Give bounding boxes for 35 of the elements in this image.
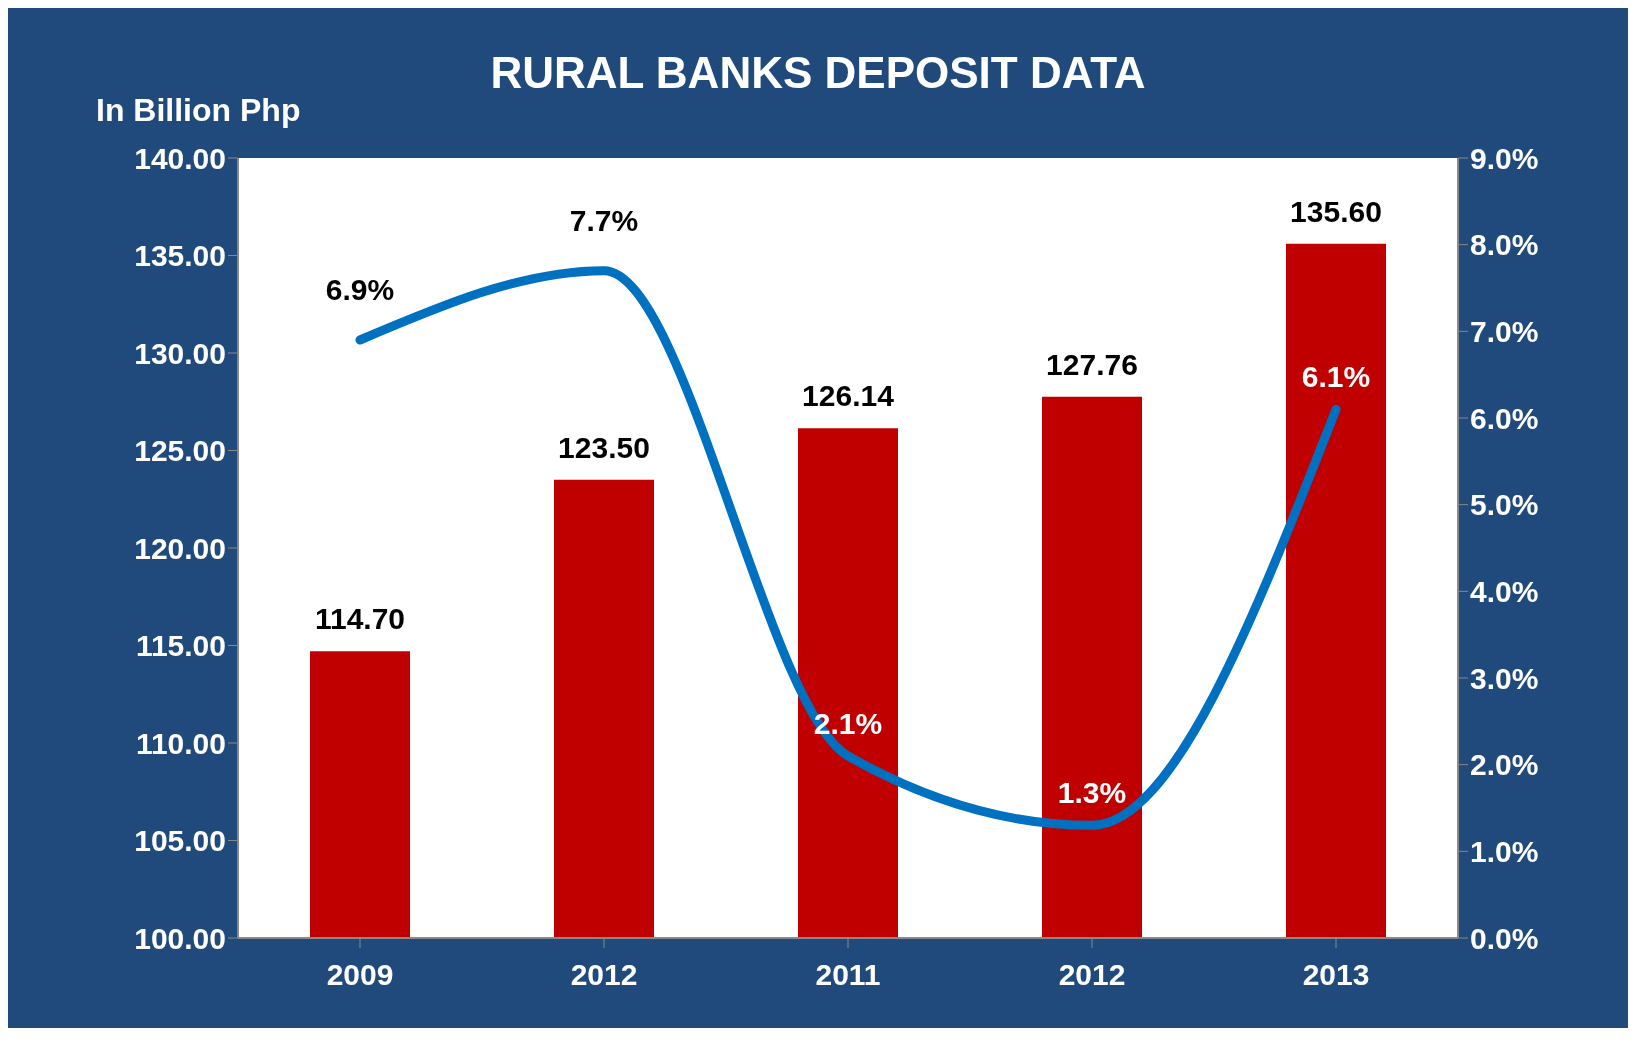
data-label: 126.14 <box>802 379 895 413</box>
y2-tick-label: 3.0% <box>1470 661 1539 695</box>
y2-tick-label: 2.0% <box>1470 748 1539 782</box>
y-tick-label: 100.00 <box>134 921 226 955</box>
y2-tick-label: 4.0% <box>1470 574 1539 608</box>
y-axis-title: In Billion Php <box>96 92 301 129</box>
data-label: 7.7% <box>569 203 639 237</box>
data-label: 127.76 <box>1046 347 1138 381</box>
x-tick-label: 2009 <box>326 958 394 992</box>
y2-tick-label: 8.0% <box>1470 228 1539 262</box>
chart-title: RURAL BANKS DEPOSIT DATA <box>490 48 1146 97</box>
x-tick-label: 2012 <box>570 958 638 992</box>
y-tick-label: 120.00 <box>134 531 226 565</box>
y2-tick-label: 9.0% <box>1470 141 1539 175</box>
y-tick-label: 140.00 <box>134 141 226 175</box>
data-label: 123.50 <box>558 430 650 464</box>
data-label: 135.60 <box>1290 194 1382 228</box>
y2-tick-label: 1.0% <box>1470 834 1539 868</box>
y-tick-label: 105.00 <box>134 824 226 858</box>
y-tick-label: 110.00 <box>135 726 226 760</box>
data-label: 6.1% <box>1301 360 1371 394</box>
y2-tick-label: 6.0% <box>1470 401 1539 435</box>
data-label: 114.70 <box>314 602 406 636</box>
data-label: 1.3% <box>1057 776 1127 810</box>
x-tick-label: 2011 <box>815 958 881 992</box>
x-tick-label: 2012 <box>1058 958 1126 992</box>
y-tick-label: 135.00 <box>134 239 226 273</box>
x-tick-label: 2013 <box>1302 958 1370 992</box>
y-tick-label: 130.00 <box>134 336 226 370</box>
y2-tick-label: 7.0% <box>1470 314 1539 348</box>
y2-tick-label: 0.0% <box>1470 921 1539 955</box>
y-tick-label: 115.00 <box>135 629 226 663</box>
y2-tick-label: 5.0% <box>1470 488 1539 522</box>
y-tick-label: 125.00 <box>134 434 226 468</box>
data-label: 6.9% <box>325 273 395 306</box>
